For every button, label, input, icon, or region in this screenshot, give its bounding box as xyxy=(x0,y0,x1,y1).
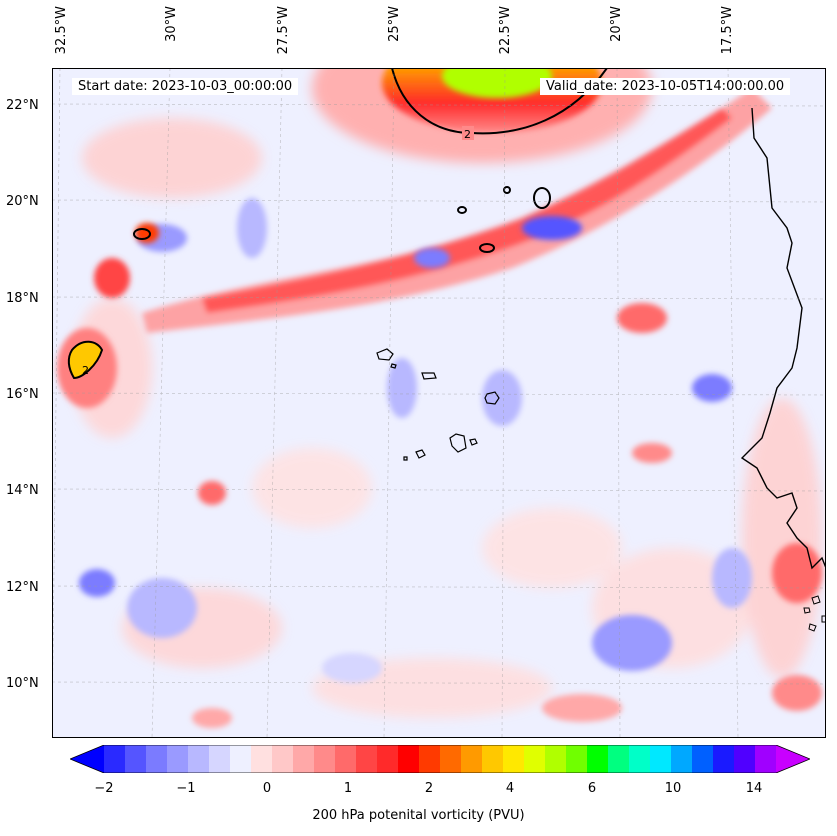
colorbar-cell xyxy=(335,745,357,773)
colorbar-cell xyxy=(566,745,588,773)
lat-label-14n: 14°N xyxy=(6,483,39,498)
colorbar-cell xyxy=(629,745,651,773)
colorbar-cell xyxy=(545,745,567,773)
colorbar-cell xyxy=(104,745,126,773)
contour-label-west: 2 xyxy=(82,364,89,377)
map-gridlines xyxy=(52,68,826,738)
bissagos-islands xyxy=(803,595,826,632)
lon-label-22-5w: 22.5°W xyxy=(498,6,513,55)
cbar-tick-10: 10 xyxy=(664,781,682,796)
pv-contours-small xyxy=(133,186,551,253)
cbar-tick-1: 1 xyxy=(343,781,353,796)
lat-label-12n: 12°N xyxy=(6,580,39,595)
jet-stream-band xyxy=(142,88,772,333)
contour-label-top: 2 xyxy=(464,128,471,141)
colorbar-cell xyxy=(398,745,420,773)
colorbar-cell xyxy=(230,745,252,773)
colorbar-cell xyxy=(734,745,756,773)
colorbar-cell xyxy=(587,745,609,773)
cbar-tick-14: 14 xyxy=(745,781,763,796)
colorbar-label: 200 hPa potenital vorticity (PVU) xyxy=(312,808,525,823)
colorbar-cells xyxy=(70,745,810,773)
cbar-tick-0: 0 xyxy=(262,781,272,796)
lat-label-22n: 22°N xyxy=(6,98,39,113)
lon-label-32-5w: 32.5°W xyxy=(54,6,69,55)
colorbar-cell xyxy=(440,745,462,773)
colorbar-cell xyxy=(755,745,777,773)
colorbar-cell xyxy=(503,745,525,773)
colorbar-cell xyxy=(524,745,546,773)
colorbar-cell xyxy=(251,745,273,773)
colorbar-cell xyxy=(125,745,147,773)
colorbar-cell xyxy=(314,745,336,773)
lon-label-20w: 20°W xyxy=(609,6,624,42)
african-coastline xyxy=(740,107,826,570)
lat-label-20n: 20°N xyxy=(6,194,39,209)
colorbar-cell xyxy=(146,745,168,773)
colorbar-cell xyxy=(650,745,672,773)
colorbar-cell xyxy=(713,745,735,773)
lon-label-30w: 30°W xyxy=(164,6,179,42)
colorbar-cell xyxy=(272,745,294,773)
valid-date-label: Valid_date: 2023-10-05T14:00:00.00 xyxy=(540,78,791,95)
colorbar-cell xyxy=(692,745,714,773)
lon-label-27-5w: 27.5°W xyxy=(276,6,291,55)
colorbar xyxy=(70,745,810,773)
map-border xyxy=(52,68,826,738)
colorbar-cell xyxy=(356,745,378,773)
start-date-label: Start date: 2023-10-03_00:00:00 xyxy=(72,78,299,95)
colorbar-cell xyxy=(188,745,210,773)
lon-label-17-5w: 17.5°W xyxy=(720,6,735,55)
colorbar-cell xyxy=(671,745,693,773)
colorbar-cell xyxy=(419,745,441,773)
lon-label-25w: 25°W xyxy=(387,6,402,42)
colorbar-cell xyxy=(482,745,504,773)
colorbar-cell xyxy=(293,745,315,773)
colorbar-extend-max xyxy=(776,745,810,773)
colorbar-cell xyxy=(167,745,189,773)
pv-map: 2 2 xyxy=(52,68,826,738)
cbar-tick-2: 2 xyxy=(424,781,434,796)
cape-verde-islands xyxy=(376,348,500,461)
pv-blob-west: 2 xyxy=(57,328,117,408)
colorbar-cell xyxy=(461,745,483,773)
colorbar-cell xyxy=(377,745,399,773)
cbar-tick-minus2: −2 xyxy=(94,781,114,796)
colorbar-cell xyxy=(209,745,231,773)
cbar-tick-4: 4 xyxy=(505,781,515,796)
lat-label-10n: 10°N xyxy=(6,676,39,691)
lat-label-16n: 16°N xyxy=(6,387,39,402)
colorbar-extend-min xyxy=(70,745,104,773)
colorbar-cell xyxy=(608,745,630,773)
cbar-tick-6: 6 xyxy=(587,781,597,796)
lat-label-18n: 18°N xyxy=(6,291,39,306)
negative-pv-patches xyxy=(79,198,752,683)
cbar-tick-minus1: −1 xyxy=(176,781,196,796)
